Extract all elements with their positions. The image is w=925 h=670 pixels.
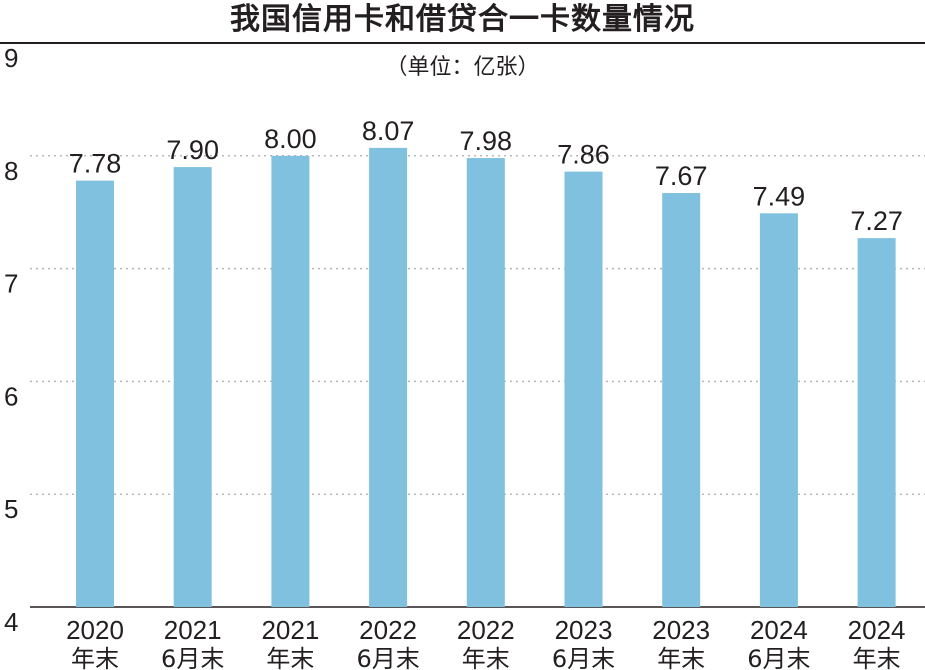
x-tick-label-period: 年末 bbox=[266, 645, 314, 670]
bar bbox=[564, 171, 603, 608]
data-label: 7.78 bbox=[69, 149, 122, 179]
x-tick-label-year: 2022 bbox=[359, 615, 417, 645]
title-divider bbox=[0, 42, 925, 44]
bar bbox=[857, 238, 896, 608]
x-tick-label-period: 6月末 bbox=[552, 645, 615, 670]
data-label: 7.67 bbox=[655, 161, 708, 191]
y-tick-label: 8 bbox=[4, 156, 18, 186]
y-tick-label: 6 bbox=[4, 381, 18, 411]
y-tick-label: 9 bbox=[4, 43, 18, 73]
x-tick-label-year: 2024 bbox=[750, 615, 808, 645]
data-label: 7.27 bbox=[850, 206, 903, 236]
x-tick-label-year: 2023 bbox=[652, 615, 710, 645]
y-tick-label: 5 bbox=[4, 494, 18, 524]
x-tick-label-period: 年末 bbox=[853, 645, 901, 670]
x-tick-label-year: 2021 bbox=[261, 615, 319, 645]
y-tick-label: 4 bbox=[4, 607, 18, 637]
chart-unit-label: （单位：亿张） bbox=[385, 55, 540, 80]
x-tick-label-period: 6月末 bbox=[356, 645, 419, 670]
bar bbox=[76, 180, 114, 607]
x-tick-label-period: 年末 bbox=[71, 645, 119, 670]
x-tick-label-period: 6月末 bbox=[161, 645, 224, 670]
x-tick-label-year: 2023 bbox=[555, 615, 613, 645]
bar bbox=[662, 193, 701, 608]
data-label: 7.49 bbox=[753, 181, 806, 211]
bar bbox=[759, 213, 798, 607]
x-tick-label-year: 2020 bbox=[66, 615, 124, 645]
x-tick-label-year: 2022 bbox=[457, 615, 515, 645]
y-tick-label: 7 bbox=[4, 269, 18, 299]
x-tick-label-period: 年末 bbox=[462, 645, 510, 670]
x-tick-label-period: 6月末 bbox=[747, 645, 810, 670]
x-tick-label-year: 2021 bbox=[164, 615, 222, 645]
x-tick-label-year: 2024 bbox=[848, 615, 906, 645]
chart-title: 我国信用卡和借贷合一卡数量情况 bbox=[230, 2, 695, 37]
data-label: 7.90 bbox=[166, 135, 219, 165]
x-tick-label-period: 年末 bbox=[657, 645, 705, 670]
bar bbox=[173, 167, 212, 607]
data-label: 7.86 bbox=[557, 140, 610, 170]
bar bbox=[271, 155, 310, 608]
data-label: 7.98 bbox=[460, 126, 513, 156]
data-label: 8.00 bbox=[264, 124, 317, 154]
bar bbox=[466, 158, 505, 607]
data-label: 8.07 bbox=[362, 116, 415, 146]
bar bbox=[369, 147, 408, 608]
